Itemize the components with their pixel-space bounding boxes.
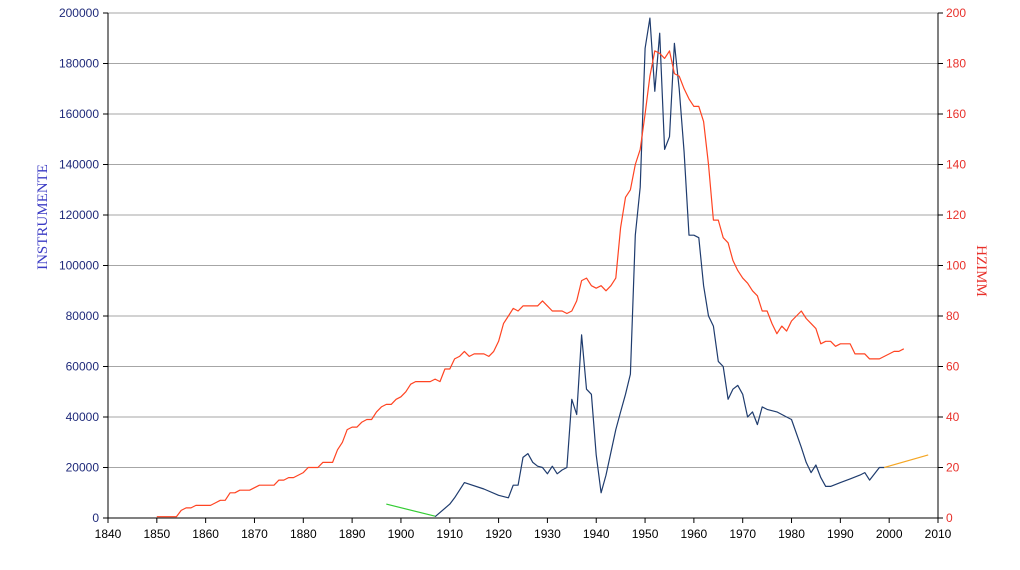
y-tick-labels-left: 0 20000 40000 60000 80000 100000 120000 140000 1…: [59, 6, 99, 525]
y-tick-label-left: 180000: [59, 57, 99, 71]
y-tick-label-left: 20000: [66, 461, 100, 475]
gridlines: [108, 12, 938, 519]
x-tick-label: 1850: [143, 527, 170, 541]
x-tick-label: 1950: [632, 527, 659, 541]
y-tick-labels-right: 0 20 40 60 80 100 120 140 160 180 200: [946, 6, 966, 525]
y-tick-label-right: 0: [946, 511, 953, 525]
y-tick-label-right: 60: [946, 360, 960, 374]
y-tick-label-right: 180: [946, 57, 966, 71]
y-tick-label-right: 200: [946, 6, 966, 20]
y-tick-label-right: 80: [946, 309, 960, 323]
x-tick-label: 1840: [95, 527, 122, 541]
series-line-2: [386, 503, 436, 517]
x-tick-label: 1940: [583, 527, 610, 541]
series-lines: [156, 17, 929, 518]
x-tick-label: 1980: [778, 527, 805, 541]
series-line-4: [156, 50, 905, 518]
y-tick-label-left: 40000: [66, 410, 100, 424]
series-line-3: [884, 454, 929, 469]
x-tick-label: 1960: [681, 527, 708, 541]
x-tick-label: 1870: [241, 527, 268, 541]
y-tick-label-left: 0: [92, 511, 99, 525]
y-tick-label-right: 20: [946, 461, 960, 475]
y-tick-label-left: 100000: [59, 259, 99, 273]
y-tick-label-right: 140: [946, 158, 966, 172]
x-tick-labels: 1840 1850 1860 1870 1880 1890 1900 1910 1920 1930…: [95, 527, 952, 541]
x-tick-label: 1990: [827, 527, 854, 541]
x-tick-label: 1880: [290, 527, 317, 541]
y-tick-label-right: 120: [946, 208, 966, 222]
y-tick-label-left: 60000: [66, 360, 100, 374]
x-tick-label: 1930: [534, 527, 561, 541]
x-tick-label: 1890: [339, 527, 366, 541]
axes: [103, 12, 943, 523]
y-tick-label-left: 160000: [59, 107, 99, 121]
x-tick-label: 1860: [192, 527, 219, 541]
y-tick-label-left: 80000: [66, 309, 100, 323]
y-axis-title-left: INSTRUMENTE: [35, 164, 51, 270]
x-tick-label: 1970: [729, 527, 756, 541]
y-tick-label-left: 140000: [59, 158, 99, 172]
y-axis-title-right: HZIMM: [973, 245, 989, 297]
y-tick-label-left: 120000: [59, 208, 99, 222]
y-tick-label-left: 200000: [59, 6, 99, 20]
x-tick-label: 2010: [925, 527, 952, 541]
x-tick-label: 1920: [485, 527, 512, 541]
y-tick-label-right: 160: [946, 107, 966, 121]
y-tick-label-right: 100: [946, 259, 966, 273]
x-tick-label: 1900: [388, 527, 415, 541]
x-tick-label: 1910: [436, 527, 463, 541]
series-line-1: [434, 17, 885, 518]
x-tick-label: 2000: [876, 527, 903, 541]
y-tick-label-right: 40: [946, 410, 960, 424]
